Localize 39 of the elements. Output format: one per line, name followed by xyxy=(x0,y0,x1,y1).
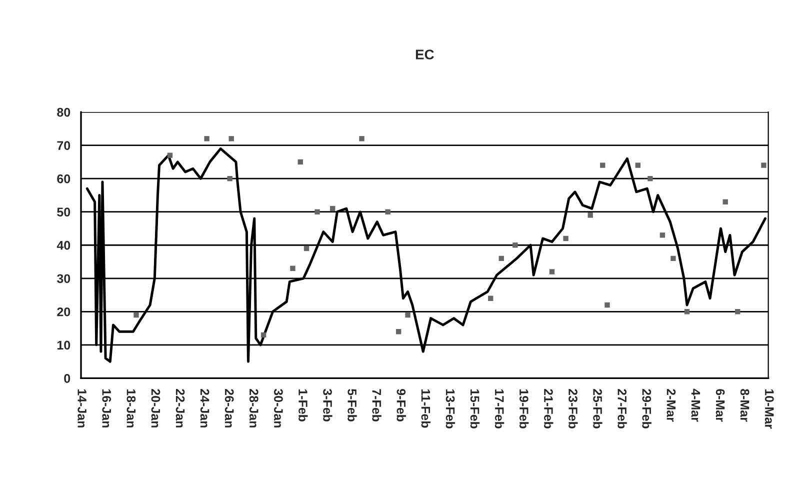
y-tick-label: 10 xyxy=(57,340,70,350)
x-tick-label: 11-Feb xyxy=(421,389,430,428)
x-tick-label: 4-Mar xyxy=(691,388,700,422)
x-tick-label: 20-Jan xyxy=(151,389,160,428)
x-tick-label: 13-Feb xyxy=(446,389,456,428)
x-tick-label: 2-Mar xyxy=(666,389,676,422)
x-tick-label: 19-Feb xyxy=(519,389,529,428)
y-tick-label: 40 xyxy=(56,240,70,250)
x-tick-label: 23-Feb xyxy=(568,389,578,428)
y-tick-label: 50 xyxy=(57,208,70,217)
x-tick-label: 18-Jan xyxy=(126,389,136,428)
x-tick-label: 17-Feb xyxy=(494,389,504,428)
x-tick-label: 5-Feb xyxy=(348,388,357,422)
y-tick-label: 60 xyxy=(57,174,70,184)
x-tick-label: 15-Feb xyxy=(470,389,480,428)
x-tick-label: 28-Jan xyxy=(249,389,258,428)
x-tick-label: 25-Feb xyxy=(593,389,602,428)
x-tick-label: 1-Feb xyxy=(298,389,308,422)
x-tick-label: 30-Jan xyxy=(274,388,283,428)
x-tick-label: 8-Mar xyxy=(740,389,750,422)
x-tick-label: 6-Mar xyxy=(716,389,725,422)
x-tick-label: 10-Mar xyxy=(764,389,774,429)
x-tick-label: 9-Feb xyxy=(396,389,406,422)
y-tick-label: 70 xyxy=(57,141,70,150)
chart-title: EC xyxy=(416,50,434,60)
x-tick-label: 29-Feb xyxy=(642,389,652,428)
x-tick-label: 26-Jan xyxy=(224,389,234,428)
x-tick-label: 27-Feb xyxy=(618,389,627,428)
x-tick-label: 14-Jan xyxy=(78,389,86,428)
x-tick-label: 3-Feb xyxy=(323,388,332,422)
y-tick-label: 0 xyxy=(64,374,70,383)
x-tick-label: 22-Jan xyxy=(176,389,185,428)
x-tick-label: 21-Feb xyxy=(544,389,554,428)
x-tick-label: 7-Feb xyxy=(372,389,382,422)
x-tick-label: 24-Jan xyxy=(200,389,210,428)
y-tick-label: 30 xyxy=(56,274,70,284)
y-tick-label: 80 xyxy=(57,108,70,117)
y-tick-label: 20 xyxy=(57,307,70,316)
x-tick-label: 16-Jan xyxy=(102,389,112,428)
